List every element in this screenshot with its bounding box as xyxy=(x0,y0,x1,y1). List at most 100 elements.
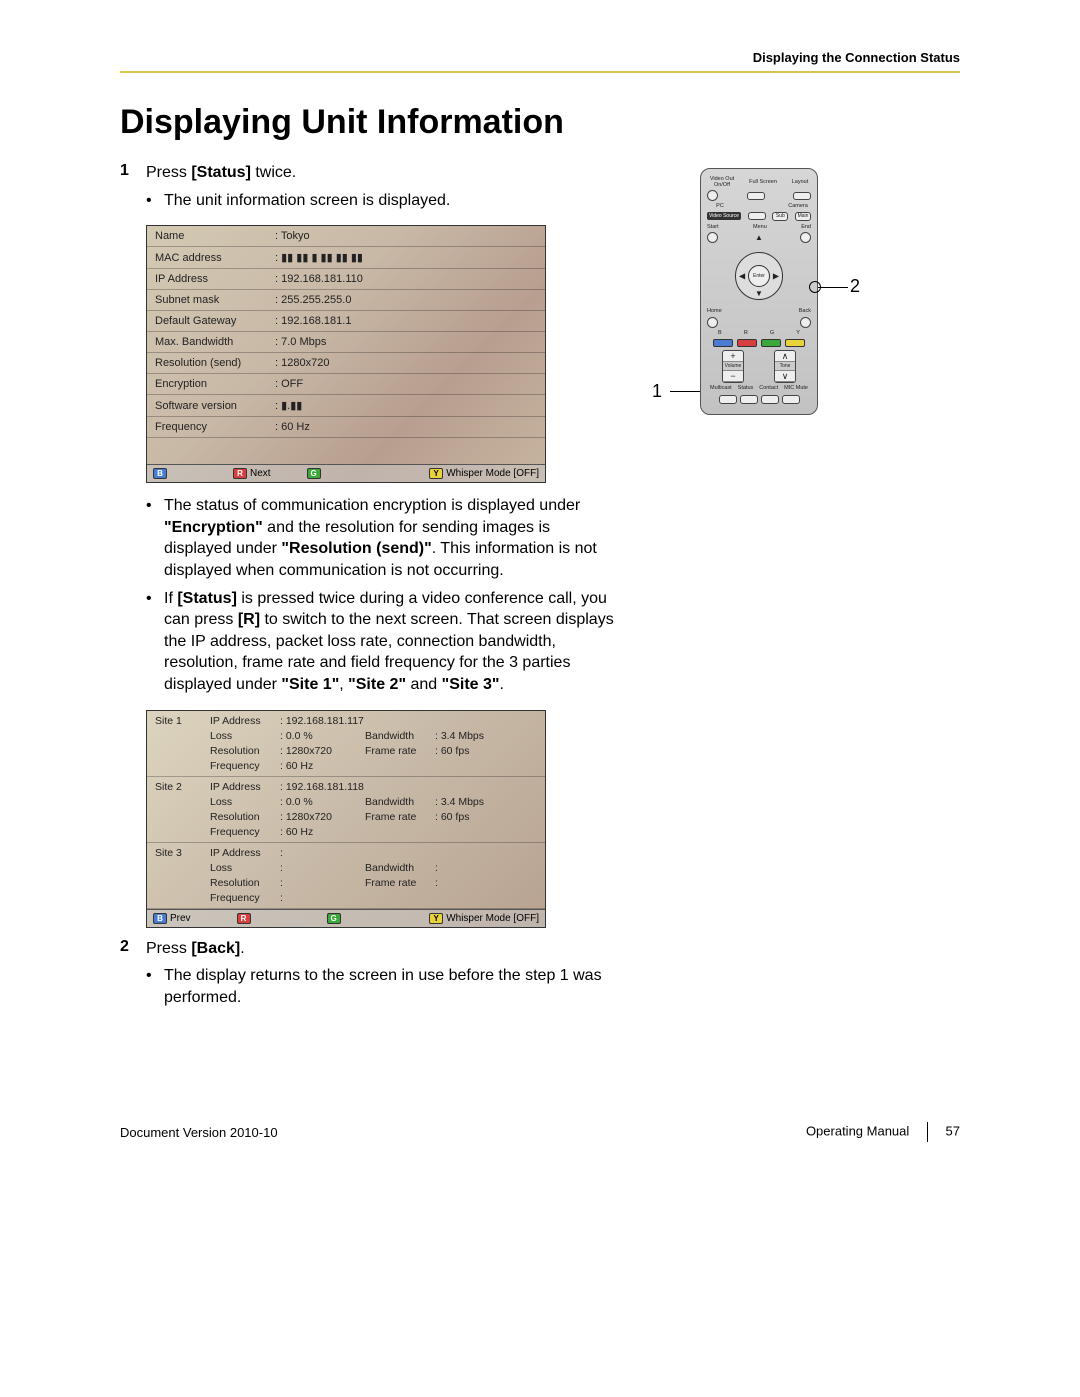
remote-btn xyxy=(793,192,811,200)
table-cell-value: : OFF xyxy=(267,374,545,395)
remote-btn xyxy=(782,395,800,404)
remote-btn-back xyxy=(800,317,811,328)
table-cell-key: Name xyxy=(147,226,267,247)
step-1-text: Press [Status] twice. xyxy=(146,162,296,184)
remote-label: G xyxy=(770,331,774,337)
remote-btn xyxy=(719,395,737,404)
text-bold: "Resolution (send)" xyxy=(281,540,431,557)
remote-label: Start xyxy=(707,225,719,231)
key-b: B xyxy=(153,468,167,479)
footer-doc-version: 2010-10 xyxy=(230,1125,278,1140)
key-b-label: Prev xyxy=(170,913,191,924)
table-cell-value: : ▮.▮▮ xyxy=(267,395,545,417)
step-2-bullet: The display returns to the screen in use… xyxy=(146,965,616,1008)
remote-label: Contact xyxy=(759,386,778,392)
label: Frame rate xyxy=(365,745,435,757)
remote-label: Menu xyxy=(753,225,767,231)
remote-label: Status xyxy=(738,386,754,392)
label: Resolution xyxy=(210,877,280,889)
text-bold: "Encryption" xyxy=(164,519,263,536)
text: If xyxy=(164,590,177,607)
text: , xyxy=(339,676,348,693)
table-cell-value: : 60 Hz xyxy=(267,417,545,438)
table-row: Encryption: OFF xyxy=(147,374,545,395)
remote-label: Layout xyxy=(789,180,811,186)
site-name: Site 3 xyxy=(155,847,210,859)
sites-screenshot: Site 1 IP Address : 192.168.181.117 Loss… xyxy=(146,710,546,928)
text-bold: "Site 1" xyxy=(281,676,339,693)
remote-label: PC xyxy=(707,204,733,210)
footer-manual: Operating Manual xyxy=(806,1124,909,1139)
footer-divider xyxy=(927,1122,928,1142)
value: : 0.0 % xyxy=(280,796,365,808)
text-bold: [R] xyxy=(238,611,260,628)
text: . xyxy=(499,676,503,693)
callout-2: 2 xyxy=(850,276,860,297)
value: : xyxy=(280,847,505,859)
table-cell-key: Max. Bandwidth xyxy=(147,332,267,353)
site-block: Site 1 IP Address : 192.168.181.117 Loss… xyxy=(147,711,545,777)
value: : 60 fps xyxy=(435,745,505,757)
site-block: Site 2 IP Address : 192.168.181.118 Loss… xyxy=(147,777,545,843)
table-cell-key: Subnet mask xyxy=(147,290,267,311)
text: The status of communication encryption i… xyxy=(164,497,580,514)
text: Press xyxy=(146,940,191,957)
remote-label: End xyxy=(801,225,811,231)
callout-2-line xyxy=(818,287,848,288)
remote-key-g xyxy=(761,339,781,347)
text: Press xyxy=(146,164,191,181)
unit-info-table: Name: TokyoMAC address: ▮▮ ▮▮ ▮ ▮▮ ▮▮ ▮▮… xyxy=(147,226,545,438)
callout-1: 1 xyxy=(652,381,662,402)
callout-1-line xyxy=(670,391,700,392)
remote-btn xyxy=(761,395,779,404)
remote-label: Home xyxy=(707,309,722,315)
page-title: Displaying Unit Information xyxy=(120,103,960,142)
value: : 60 Hz xyxy=(280,826,365,838)
text: . xyxy=(240,940,244,957)
remote-key-b xyxy=(713,339,733,347)
remote-btn: Sub xyxy=(772,212,788,221)
remote-label: Back xyxy=(799,309,811,315)
text-bold: [Status] xyxy=(191,164,251,181)
remote-enter: Enter xyxy=(748,265,770,287)
table-cell-key: Software version xyxy=(147,395,267,417)
label: IP Address xyxy=(210,781,280,793)
label: Frequency xyxy=(210,760,280,772)
remote-illustration: Video Out On/Off Full Screen Layout PC C… xyxy=(700,168,860,415)
site-name: Site 2 xyxy=(155,781,210,793)
step-1-bullet: The unit information screen is displayed… xyxy=(146,190,616,212)
footer-doc-version-label: Document Version xyxy=(120,1125,230,1140)
remote-key-r xyxy=(737,339,757,347)
label: Bandwidth xyxy=(365,730,435,742)
table-row: MAC address: ▮▮ ▮▮ ▮ ▮▮ ▮▮ ▮▮ xyxy=(147,247,545,269)
site-name: Site 1 xyxy=(155,715,210,727)
table-row: Resolution (send): 1280x720 xyxy=(147,353,545,374)
remote-key-y xyxy=(785,339,805,347)
label: Bandwidth xyxy=(365,796,435,808)
table-row: IP Address: 192.168.181.110 xyxy=(147,269,545,290)
key-r-label: Next xyxy=(250,468,271,479)
text-bold: "Site 3" xyxy=(442,676,500,693)
screenshot-bottombar: B RNext G YWhisper Mode [OFF] xyxy=(147,464,545,482)
label: Loss xyxy=(210,862,280,874)
header-rule xyxy=(120,71,960,73)
table-cell-value: : 1280x720 xyxy=(267,353,545,374)
key-g: G xyxy=(307,468,321,479)
table-cell-key: Default Gateway xyxy=(147,311,267,332)
value: : 3.4 Mbps xyxy=(435,730,505,742)
value: : xyxy=(435,877,505,889)
callout-2-circle xyxy=(809,281,821,293)
table-row: Software version: ▮.▮▮ xyxy=(147,395,545,417)
page-footer: Document Version 2010-10 Operating Manua… xyxy=(120,1122,960,1142)
value: : 0.0 % xyxy=(280,730,365,742)
remote-btn: Main xyxy=(795,212,811,221)
table-row: Frequency: 60 Hz xyxy=(147,417,545,438)
text-bold: [Back] xyxy=(191,940,240,957)
key-r: R xyxy=(237,913,251,924)
sites-bottombar: BPrev R G YWhisper Mode [OFF] xyxy=(147,909,545,927)
key-b: B xyxy=(153,913,167,924)
value: : 60 fps xyxy=(435,811,505,823)
table-row: Name: Tokyo xyxy=(147,226,545,247)
label: Resolution xyxy=(210,811,280,823)
remote-btn xyxy=(800,232,811,243)
